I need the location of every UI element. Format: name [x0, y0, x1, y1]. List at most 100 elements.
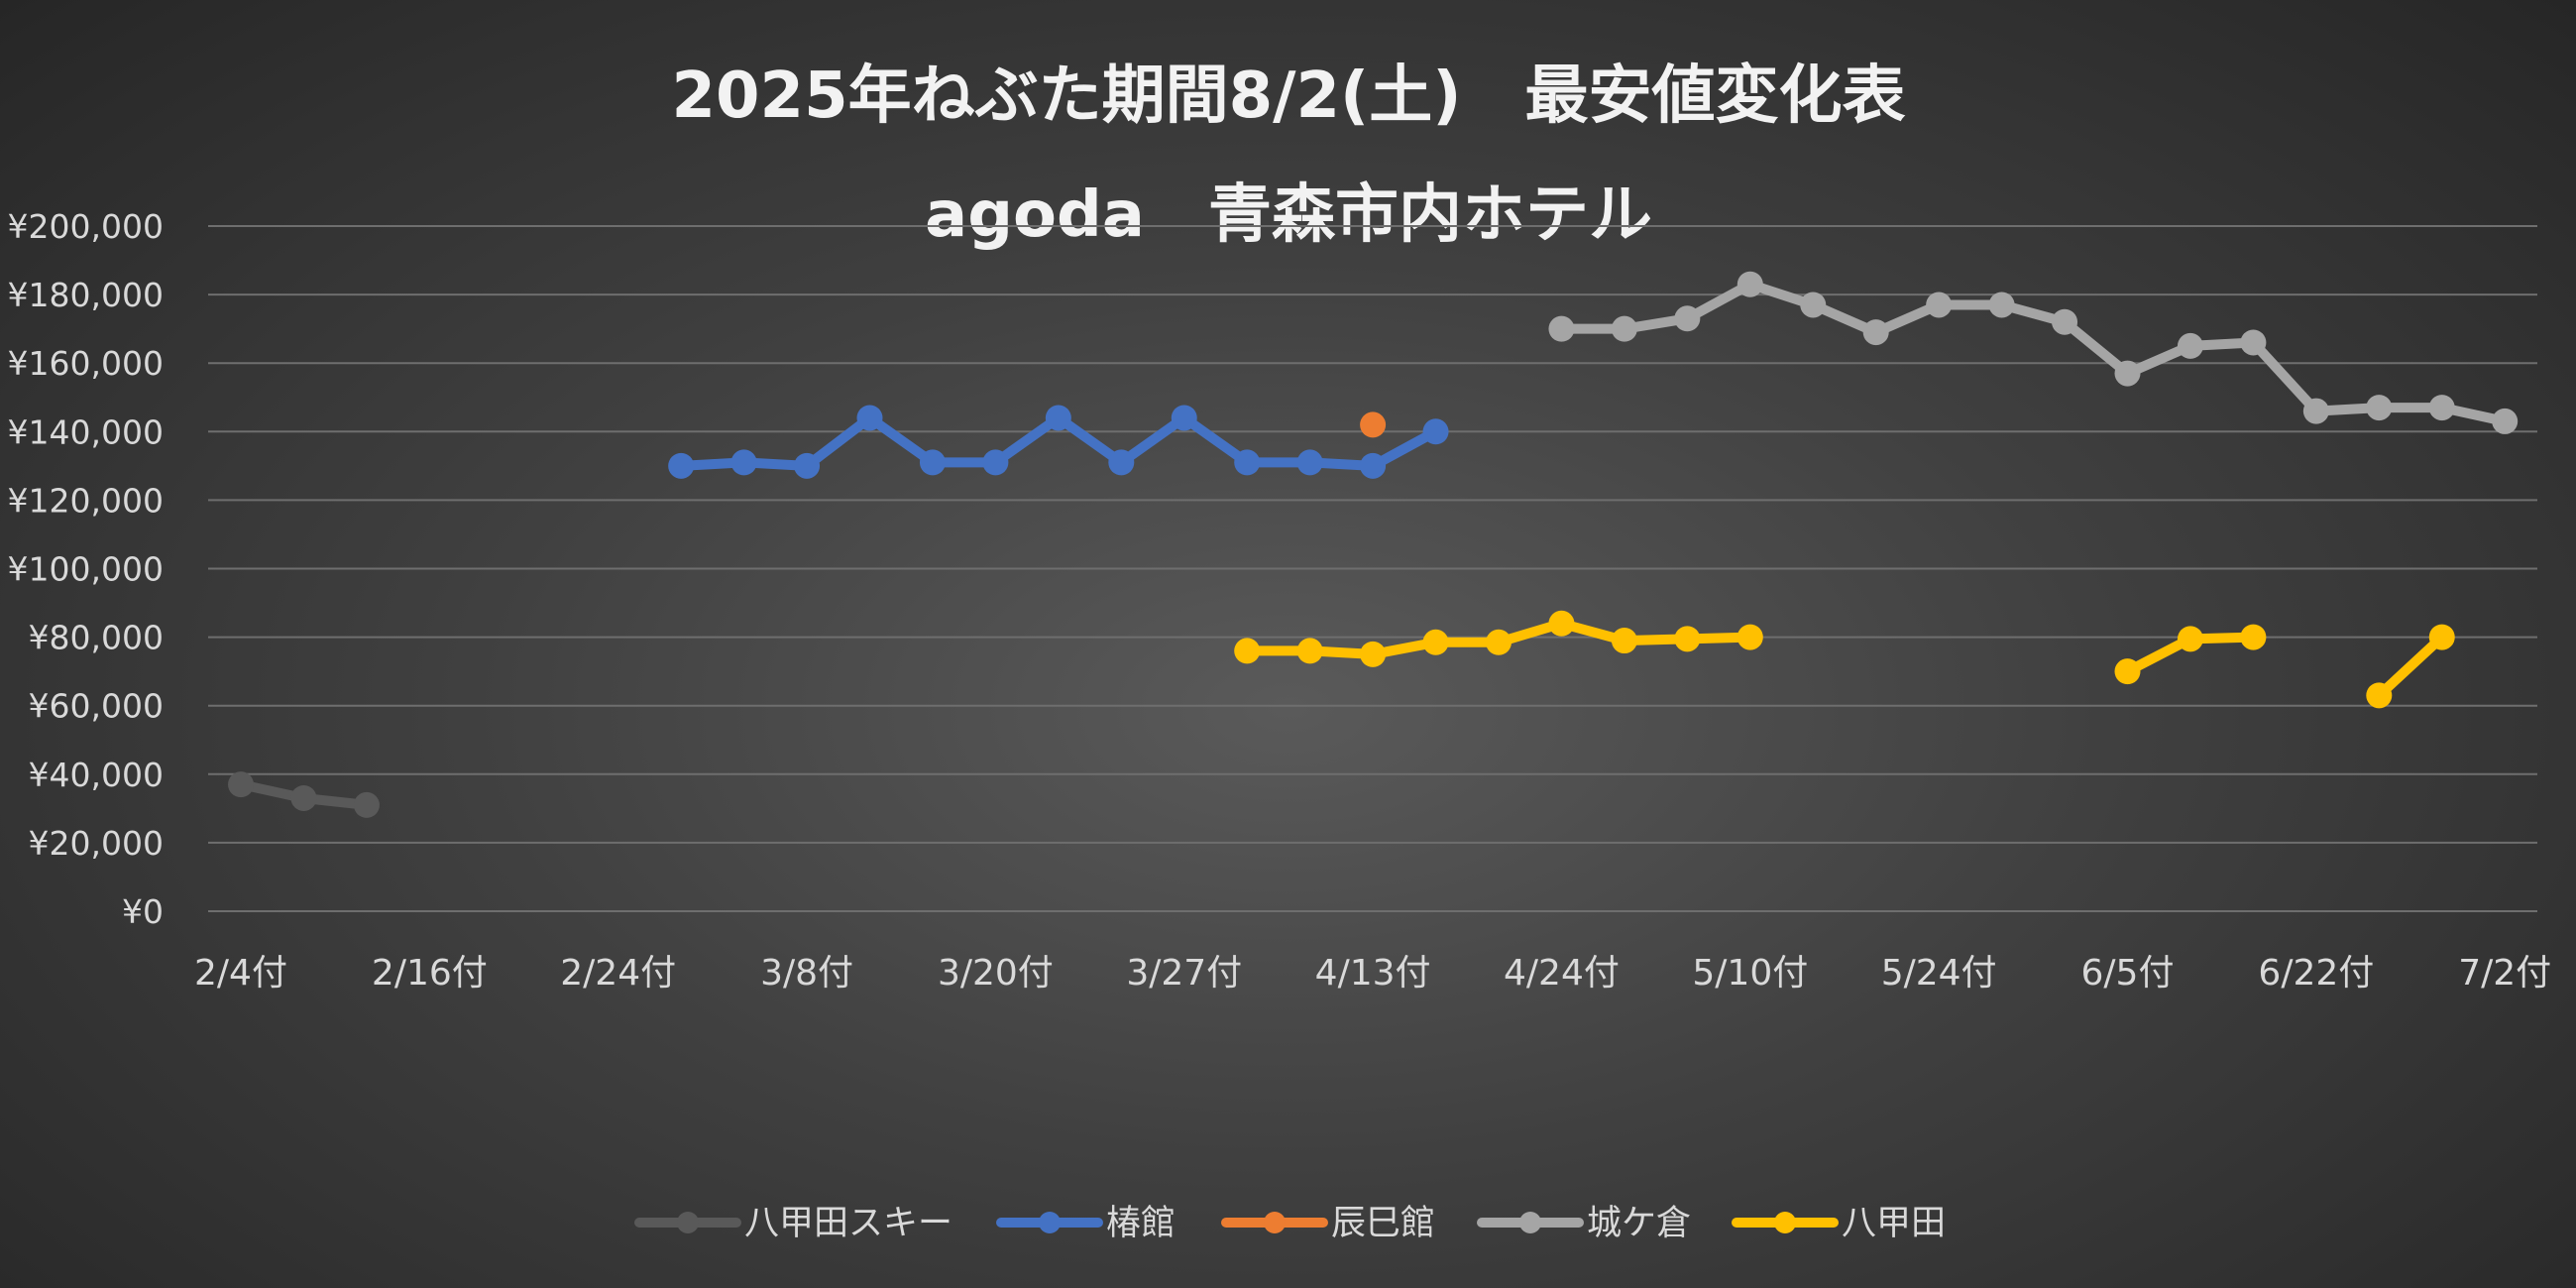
y-tick-label: ¥160,000: [8, 344, 164, 383]
data-point: [1674, 626, 1701, 652]
data-point: [1736, 271, 1763, 297]
series-1: [668, 405, 1449, 479]
data-point: [1045, 405, 1071, 431]
data-point: [1171, 405, 1197, 431]
data-point: [1360, 411, 1387, 438]
legend-item: 辰巳館: [1221, 1204, 1435, 1243]
data-point: [228, 771, 254, 798]
legend-label: 八甲田スキー: [744, 1204, 952, 1243]
data-point: [2114, 658, 2141, 685]
legend-marker: [677, 1212, 699, 1233]
legend-marker: [1039, 1212, 1061, 1233]
x-tick-label: 6/22付: [2258, 953, 2374, 994]
data-point: [1611, 315, 1637, 342]
x-tick-label: 4/24付: [1504, 953, 1620, 994]
legend-marker: [1519, 1212, 1541, 1233]
y-tick-label: ¥20,000: [29, 824, 164, 863]
data-point: [1988, 292, 2015, 318]
series-4: [1234, 610, 2455, 709]
y-tick-label: ¥40,000: [29, 756, 164, 794]
x-tick-label: 3/8付: [760, 953, 853, 994]
data-point: [2052, 308, 2078, 335]
x-tick-label: 5/10付: [1692, 953, 1808, 994]
x-tick-label: 7/2付: [2458, 953, 2551, 994]
x-tick-label: 5/24付: [1881, 953, 1997, 994]
legend: 八甲田スキー 椿館 辰巳館 城ケ倉 八甲田: [634, 1204, 1946, 1243]
legend-item: 城ケ倉: [1477, 1204, 1691, 1243]
y-tick-label: ¥140,000: [8, 412, 164, 451]
data-point: [794, 452, 821, 479]
data-point: [353, 791, 380, 818]
data-point: [290, 784, 317, 811]
data-point: [919, 449, 946, 476]
data-point: [1234, 638, 1261, 664]
legend-item: 八甲田: [1732, 1204, 1946, 1243]
data-point: [1422, 418, 1449, 445]
x-axis-ticks: 2/4付 2/16付 2/24付 3/8付 3/20付 3/27付 4/13付 4/24付 5/…: [194, 953, 2551, 994]
data-point: [2428, 624, 2455, 650]
series-3: [1548, 271, 2519, 434]
data-point: [668, 452, 695, 479]
legend-marker: [1264, 1212, 1286, 1233]
data-point: [2428, 395, 2455, 421]
data-point: [1360, 641, 1387, 667]
data-point: [2177, 626, 2203, 652]
data-point: [2240, 624, 2267, 650]
data-point: [2302, 398, 2329, 424]
data-point: [1548, 610, 1575, 637]
data-point: [1486, 629, 1512, 655]
legend-item: 椿館: [996, 1204, 1176, 1243]
data-point: [2177, 332, 2203, 359]
x-tick-label: 2/24付: [560, 953, 676, 994]
data-point: [2366, 682, 2393, 709]
x-tick-label: 3/20付: [938, 953, 1054, 994]
data-point: [1862, 319, 1889, 346]
legend-label: 辰巳館: [1331, 1204, 1435, 1243]
series-0: [228, 771, 380, 818]
x-tick-label: 2/16付: [372, 953, 488, 994]
x-tick-label: 2/4付: [194, 953, 287, 994]
legend-label: 城ケ倉: [1587, 1204, 1691, 1243]
data-point: [2114, 360, 2141, 387]
data-point: [2240, 329, 2267, 356]
x-tick-label: 6/5付: [2081, 953, 2175, 994]
data-point: [1674, 305, 1701, 332]
x-tick-label: 4/13付: [1315, 953, 1431, 994]
data-point: [1548, 315, 1575, 342]
data-point: [1296, 638, 1323, 664]
data-point: [982, 449, 1009, 476]
data-point: [1234, 449, 1261, 476]
legend-item: 八甲田スキー: [634, 1204, 952, 1243]
y-tick-label: ¥180,000: [8, 276, 164, 314]
chart-subtitle: agoda 青森市内ホテル: [925, 178, 1652, 252]
series-layer: [228, 271, 2519, 818]
data-point: [2366, 395, 2393, 421]
data-point: [1422, 629, 1449, 655]
legend-marker: [1774, 1212, 1796, 1233]
data-point: [1611, 628, 1637, 654]
y-tick-label: ¥60,000: [29, 687, 164, 726]
grid-lines: [208, 225, 2537, 912]
data-point: [1360, 452, 1387, 479]
series-line: [1556, 279, 2511, 426]
data-point: [1800, 292, 1827, 318]
series-line: [2374, 632, 2447, 701]
legend-label: 椿館: [1106, 1204, 1176, 1243]
data-point: [730, 449, 757, 476]
series-2: [1360, 411, 1387, 438]
y-tick-label: ¥80,000: [29, 619, 164, 657]
y-tick-label: ¥100,000: [8, 550, 164, 589]
data-point: [856, 405, 883, 431]
chart-title: 2025年ねぶた期間8/2(土) 最安値変化表: [671, 59, 1905, 133]
y-tick-label: ¥200,000: [8, 207, 164, 246]
y-axis-ticks: ¥0 ¥20,000 ¥40,000 ¥60,000 ¥80,000 ¥100,000 ¥1…: [8, 207, 164, 931]
x-tick-label: 3/27付: [1126, 953, 1242, 994]
legend-label: 八甲田: [1842, 1204, 1946, 1243]
y-tick-label: ¥120,000: [8, 481, 164, 520]
data-point: [1926, 292, 1953, 318]
data-point: [1108, 449, 1135, 476]
y-tick-label: ¥0: [122, 892, 164, 931]
data-point: [2492, 408, 2519, 434]
